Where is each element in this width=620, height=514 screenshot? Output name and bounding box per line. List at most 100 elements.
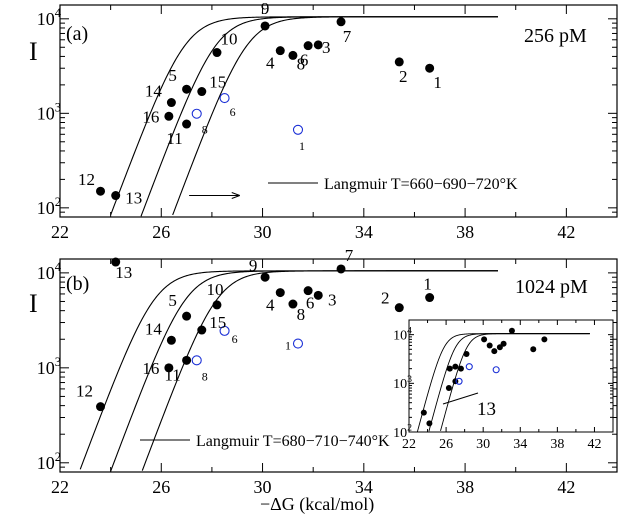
inset-chart: 102 103 104 22 26 30 34 38 42 13 (393, 319, 614, 452)
point-label: 9 (249, 256, 258, 275)
point-label: 1 (423, 275, 432, 294)
y-tick-label: 103 (37, 355, 61, 378)
data-point-filled (96, 402, 106, 412)
data-point-filled (313, 40, 323, 50)
data-point-filled (197, 87, 207, 97)
y-tick-label: 104 (37, 6, 62, 29)
data-point-filled (260, 21, 270, 31)
x-tick-label: 30 (254, 222, 272, 242)
y-axis-label: I (29, 37, 38, 66)
data-point-filled (463, 351, 470, 358)
data-point-open (292, 124, 304, 135)
x-tick-label: 42 (557, 222, 575, 242)
inset-frame (408, 319, 614, 433)
point-label: 7 (345, 246, 354, 265)
data-point-filled (394, 57, 404, 67)
data-point-filled (288, 299, 298, 309)
data-point-filled (336, 17, 346, 27)
data-point-open (191, 108, 202, 119)
legend-text: Langmuir T=660−690−720°K (324, 176, 518, 193)
y-tick-label: 103 (393, 374, 412, 392)
fit-curves (79, 270, 498, 472)
point-label: 6 (300, 51, 309, 70)
data-point-filled (96, 186, 106, 196)
point-label: 4 (266, 54, 275, 73)
data-point-filled (166, 98, 176, 108)
y-tick-label: 102 (393, 423, 412, 441)
data-point-filled (425, 63, 435, 73)
data-point-open (492, 366, 500, 374)
point-label: 14 (145, 82, 163, 101)
x-tick-label: 30 (476, 437, 490, 452)
plot-frame (59, 4, 618, 218)
point-label: 3 (328, 290, 337, 309)
point-label: 2 (381, 289, 390, 308)
y-axis-label: I (29, 289, 38, 318)
point-label: 10 (206, 280, 223, 299)
data-point-filled (288, 50, 298, 60)
tick-marks (59, 259, 618, 473)
point-label: 4 (266, 296, 275, 315)
x-tick-labels: 22 26 30 34 38 42 (51, 222, 575, 242)
data-point-filled (457, 365, 464, 372)
point-label: 9 (261, 0, 270, 18)
y-tick-labels: 102 103 104 (37, 6, 62, 218)
data-point-filled (182, 355, 192, 365)
open-point-label: 8 (202, 369, 208, 383)
data-point-filled (212, 48, 222, 58)
x-tick-label: 42 (587, 437, 601, 452)
x-tick-label: 34 (513, 437, 527, 452)
data-point-filled (182, 84, 192, 94)
point-label: 16 (142, 107, 159, 126)
arrow-head (231, 192, 240, 199)
data-point-filled (452, 363, 459, 370)
point-label: 5 (168, 291, 177, 310)
data-point-filled (394, 303, 404, 313)
x-axis-label: −ΔG (kcal/mol) (260, 494, 374, 514)
data-point-filled (260, 272, 270, 282)
y-tick-labels: 102 103 104 (37, 260, 62, 473)
point-label: 15 (209, 313, 226, 332)
open-point-label: 6 (232, 332, 238, 346)
x-tick-label: 22 (51, 477, 69, 497)
data-point-filled (541, 336, 548, 343)
open-point-label: 8 (202, 123, 208, 137)
data-point-filled (111, 257, 121, 267)
data-point-filled (481, 336, 488, 343)
data-point-filled (446, 365, 453, 372)
open-point-label: 1 (285, 339, 291, 353)
fit-curves (110, 16, 498, 217)
point-label: 5 (168, 66, 177, 85)
data-point-filled (491, 348, 498, 355)
data-point-filled (336, 264, 346, 274)
data-point-filled (500, 340, 507, 347)
x-tick-label: 30 (254, 477, 272, 497)
open-point-label: 6 (230, 105, 236, 119)
data-point-filled (508, 327, 515, 334)
data-point-filled (164, 111, 174, 121)
point-label: 8 (297, 54, 306, 73)
point-label: 11 (164, 365, 180, 384)
data-point-filled (425, 293, 435, 303)
y-tick-label: 103 (37, 101, 61, 124)
point-label: 3 (322, 38, 331, 57)
fit-curves (416, 333, 590, 433)
data-point-filled (426, 420, 433, 427)
point-label: 13 (115, 263, 132, 282)
x-tick-labels: 22 26 30 34 38 42 (402, 437, 601, 452)
tick-marks (408, 319, 614, 433)
x-tick-label: 26 (152, 222, 170, 242)
point-label: 11 (166, 129, 182, 148)
y-tick-labels: 102 103 104 (393, 325, 412, 441)
data-point-filled (420, 409, 427, 416)
arrow-marker (189, 192, 240, 199)
x-tick-label: 26 (152, 477, 170, 497)
point-label: 12 (78, 170, 95, 189)
data-point-filled (313, 290, 323, 300)
data-point-open (219, 325, 230, 336)
x-tick-label: 34 (355, 222, 373, 242)
point-label: 2 (399, 67, 408, 86)
